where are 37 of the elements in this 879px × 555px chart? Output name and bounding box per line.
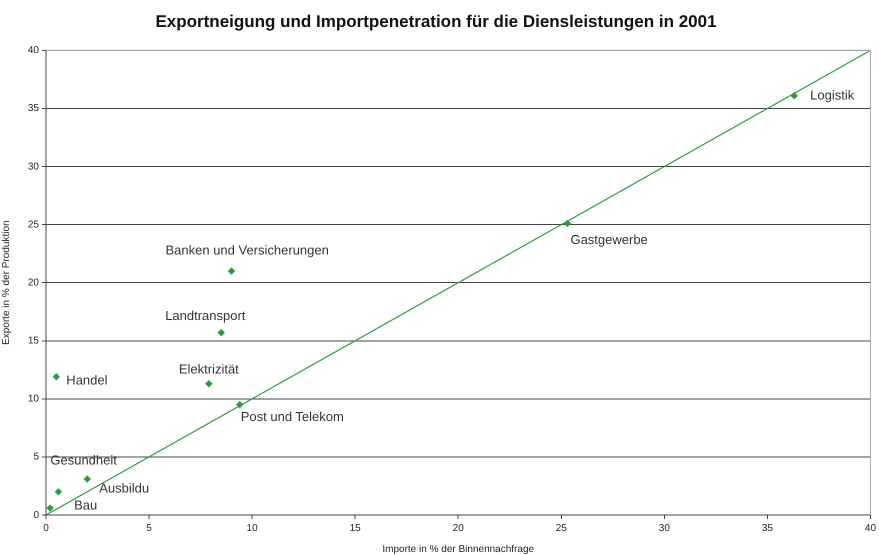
x-tick-label: 40 <box>864 522 876 534</box>
x-tick-label: 30 <box>658 522 670 534</box>
annotation: Post und Telekom <box>240 409 344 424</box>
x-tick-label: 5 <box>146 522 152 534</box>
y-axis-title: Exporte in % der Produktion <box>0 220 12 345</box>
y-tick-label: 30 <box>28 161 40 172</box>
x-tick-label: 10 <box>246 522 258 534</box>
annotation: Logistik <box>810 87 855 102</box>
y-tick-label: 25 <box>28 219 40 230</box>
y-tick-label: 10 <box>28 394 40 405</box>
annotation: Elektrizität <box>178 361 240 376</box>
point <box>205 380 212 388</box>
x-tick-label: 35 <box>762 522 774 534</box>
y-tick-label: 20 <box>28 277 40 288</box>
point <box>218 329 225 336</box>
y-tick-label: 15 <box>28 336 40 347</box>
y-tick-label: 40 <box>28 45 40 56</box>
chart-title: Exportneigung und Importpenetration für die Diensleistungen in 2001 <box>155 12 717 31</box>
y-tick-label: 35 <box>28 103 40 114</box>
annotation: Landtransport <box>165 308 246 324</box>
annotation: Banken und Versicherungen <box>166 242 329 258</box>
point <box>84 475 91 482</box>
y-tick-label: 0 <box>33 510 40 521</box>
x-tick-label: 15 <box>350 522 362 534</box>
point <box>54 488 62 496</box>
x-axis-title: Importe in % der Binnennachfrage <box>382 544 535 555</box>
y-tick-label: 5 <box>33 452 40 463</box>
point <box>52 373 60 380</box>
x-tick-label: 20 <box>452 522 464 534</box>
point <box>228 268 235 275</box>
annotation: Gastgewerbe <box>570 232 648 248</box>
x-tick-label: 25 <box>556 522 568 534</box>
annotation: Handel <box>66 372 108 388</box>
x-tick-label: 0 <box>43 522 50 534</box>
annotation: Bau <box>74 498 98 513</box>
point <box>46 504 54 512</box>
annotation: Ausbildu <box>99 480 150 496</box>
